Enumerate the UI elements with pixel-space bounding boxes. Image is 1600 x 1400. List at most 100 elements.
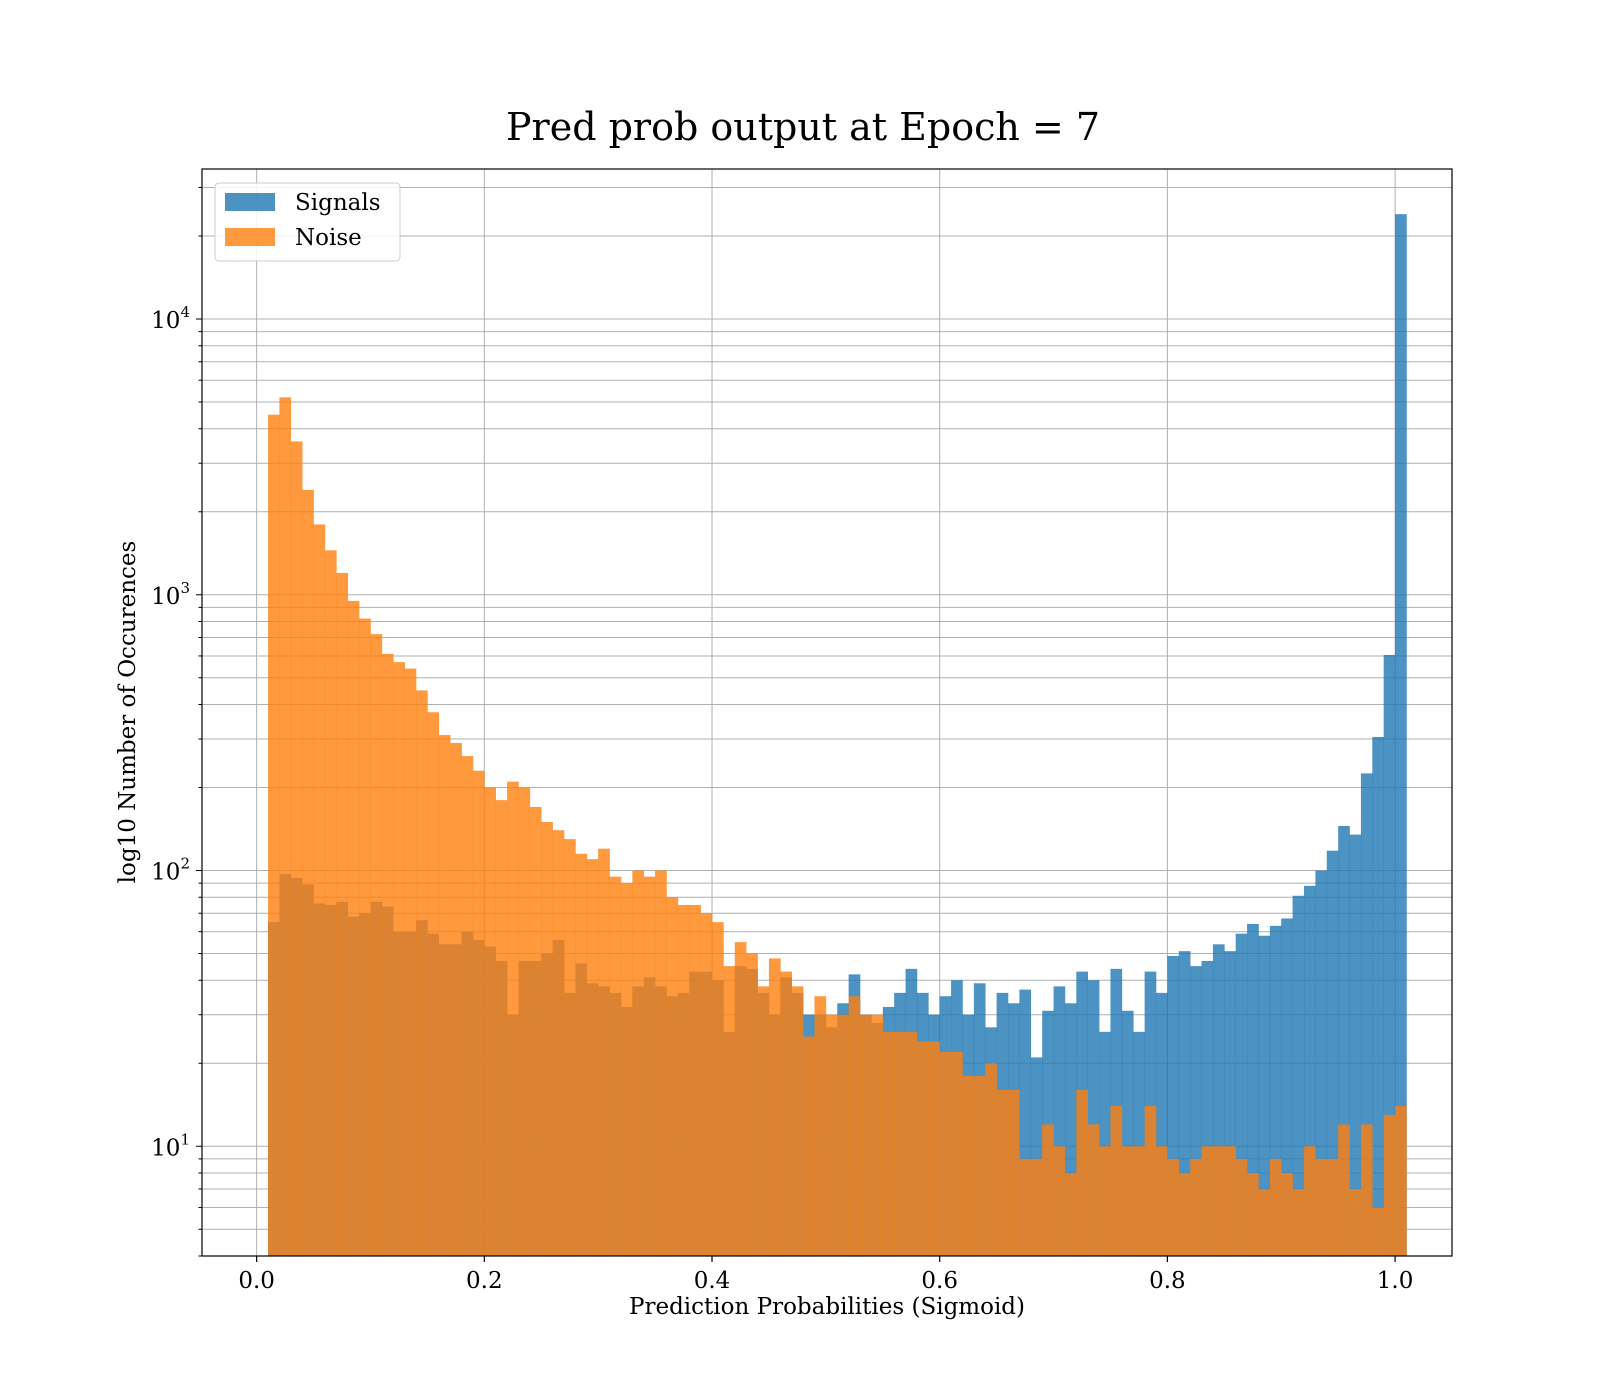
bar-noise-44 <box>757 986 770 1256</box>
bar-noise-91 <box>1292 1188 1305 1256</box>
x-tick-label: 0.4 <box>694 1268 731 1294</box>
y-axis-label: log10 Number of Occurences <box>115 541 141 884</box>
series-noise <box>268 397 1407 1257</box>
bar-noise-41 <box>723 966 736 1256</box>
bar-noise-25 <box>541 821 553 1256</box>
bar-noise-56 <box>894 1031 906 1256</box>
bar-noise-19 <box>472 770 485 1256</box>
bar-noise-51 <box>837 1014 849 1256</box>
bar-noise-66 <box>1008 1089 1020 1256</box>
bar-noise-63 <box>973 1075 986 1256</box>
bar-noise-33 <box>632 870 645 1256</box>
bar-signals-76 <box>1121 1010 1134 1256</box>
bar-noise-85 <box>1224 1146 1236 1256</box>
bar-noise-22 <box>507 781 519 1256</box>
bar-noise-86 <box>1235 1158 1248 1256</box>
bar-signals-98 <box>1372 736 1384 1256</box>
bar-noise-69 <box>1042 1124 1054 1256</box>
bar-signals-73 <box>1087 980 1100 1256</box>
x-tick-label: 0.8 <box>1149 1268 1186 1294</box>
bar-noise-71 <box>1064 1172 1077 1256</box>
bar-noise-34 <box>643 876 656 1256</box>
bar-noise-45 <box>768 958 781 1256</box>
bar-noise-97 <box>1360 1124 1373 1256</box>
bar-noise-92 <box>1304 1146 1316 1256</box>
bar-noise-7 <box>336 572 349 1256</box>
bar-noise-81 <box>1178 1172 1191 1256</box>
bar-noise-78 <box>1144 1105 1157 1256</box>
bar-noise-70 <box>1053 1146 1066 1256</box>
bar-noise-20 <box>484 787 497 1256</box>
bar-signals-89 <box>1269 925 1282 1256</box>
bar-noise-82 <box>1190 1158 1202 1256</box>
histogram-bars <box>268 214 1407 1257</box>
bar-noise-10 <box>370 634 383 1256</box>
bar-noise-57 <box>905 1031 918 1256</box>
bar-noise-3 <box>290 441 303 1257</box>
bar-noise-64 <box>985 1063 997 1256</box>
bar-signals-74 <box>1099 1031 1111 1256</box>
bar-noise-46 <box>780 971 793 1256</box>
bar-noise-67 <box>1019 1158 1032 1256</box>
bar-signals-90 <box>1281 918 1293 1256</box>
bar-noise-17 <box>450 743 462 1256</box>
bar-noise-9 <box>359 618 371 1256</box>
bar-noise-88 <box>1258 1188 1271 1256</box>
bar-signals-71 <box>1064 1003 1077 1256</box>
bar-signals-77 <box>1133 1031 1145 1256</box>
bar-noise-59 <box>928 1041 941 1256</box>
bar-noise-77 <box>1133 1146 1145 1256</box>
bar-noise-61 <box>951 1051 963 1256</box>
bar-noise-50 <box>825 1014 838 1256</box>
bar-signals-70 <box>1053 986 1066 1256</box>
bar-noise-26 <box>552 830 565 1256</box>
bar-noise-52 <box>848 996 861 1256</box>
bar-noise-60 <box>939 1051 952 1256</box>
bar-signals-68 <box>1030 1057 1043 1256</box>
bar-noise-94 <box>1326 1158 1339 1256</box>
bar-noise-32 <box>620 883 633 1256</box>
bar-signals-88 <box>1258 935 1271 1256</box>
bar-noise-2 <box>279 397 292 1256</box>
bar-signals-91 <box>1292 895 1305 1256</box>
bar-noise-4 <box>302 489 314 1257</box>
bar-noise-74 <box>1099 1146 1111 1256</box>
legend-swatch-noise <box>225 228 275 246</box>
bar-signals-84 <box>1212 944 1225 1256</box>
bar-noise-98 <box>1372 1207 1384 1256</box>
bar-noise-12 <box>393 662 405 1256</box>
bar-noise-13 <box>404 668 417 1256</box>
bar-noise-1 <box>268 414 280 1256</box>
x-axis-label: Prediction Probabilities (Sigmoid) <box>629 1294 1025 1320</box>
x-axis-ticks: 0.0 0.2 0.4 0.6 0.8 1.0 <box>238 1256 1413 1294</box>
bar-noise-49 <box>814 996 827 1256</box>
bar-noise-27 <box>564 839 576 1256</box>
bar-noise-90 <box>1281 1172 1293 1256</box>
bar-noise-5 <box>313 524 326 1256</box>
bar-noise-95 <box>1338 1124 1350 1256</box>
bar-signals-86 <box>1235 933 1248 1256</box>
bar-noise-38 <box>689 904 701 1256</box>
bar-signals-93 <box>1315 870 1328 1256</box>
bar-signals-87 <box>1247 923 1259 1256</box>
bar-noise-89 <box>1269 1158 1282 1256</box>
bar-noise-29 <box>586 859 599 1256</box>
bar-noise-99 <box>1383 1114 1396 1256</box>
bar-noise-79 <box>1156 1146 1168 1256</box>
bar-noise-28 <box>575 853 588 1256</box>
legend-label-noise: Noise <box>295 225 362 251</box>
bar-signals-80 <box>1167 955 1180 1256</box>
bar-signals-85 <box>1224 951 1236 1256</box>
bar-noise-35 <box>655 870 667 1256</box>
bar-noise-75 <box>1110 1105 1123 1256</box>
x-tick-label: 0.6 <box>921 1268 958 1294</box>
bar-noise-18 <box>461 756 474 1256</box>
bar-signals-100 <box>1395 214 1407 1257</box>
bar-noise-36 <box>666 897 679 1256</box>
bar-noise-100 <box>1395 1105 1407 1256</box>
bar-noise-55 <box>882 1031 895 1256</box>
bar-noise-96 <box>1349 1188 1362 1256</box>
bar-noise-73 <box>1087 1124 1100 1256</box>
legend-label-signals: Signals <box>295 190 381 216</box>
